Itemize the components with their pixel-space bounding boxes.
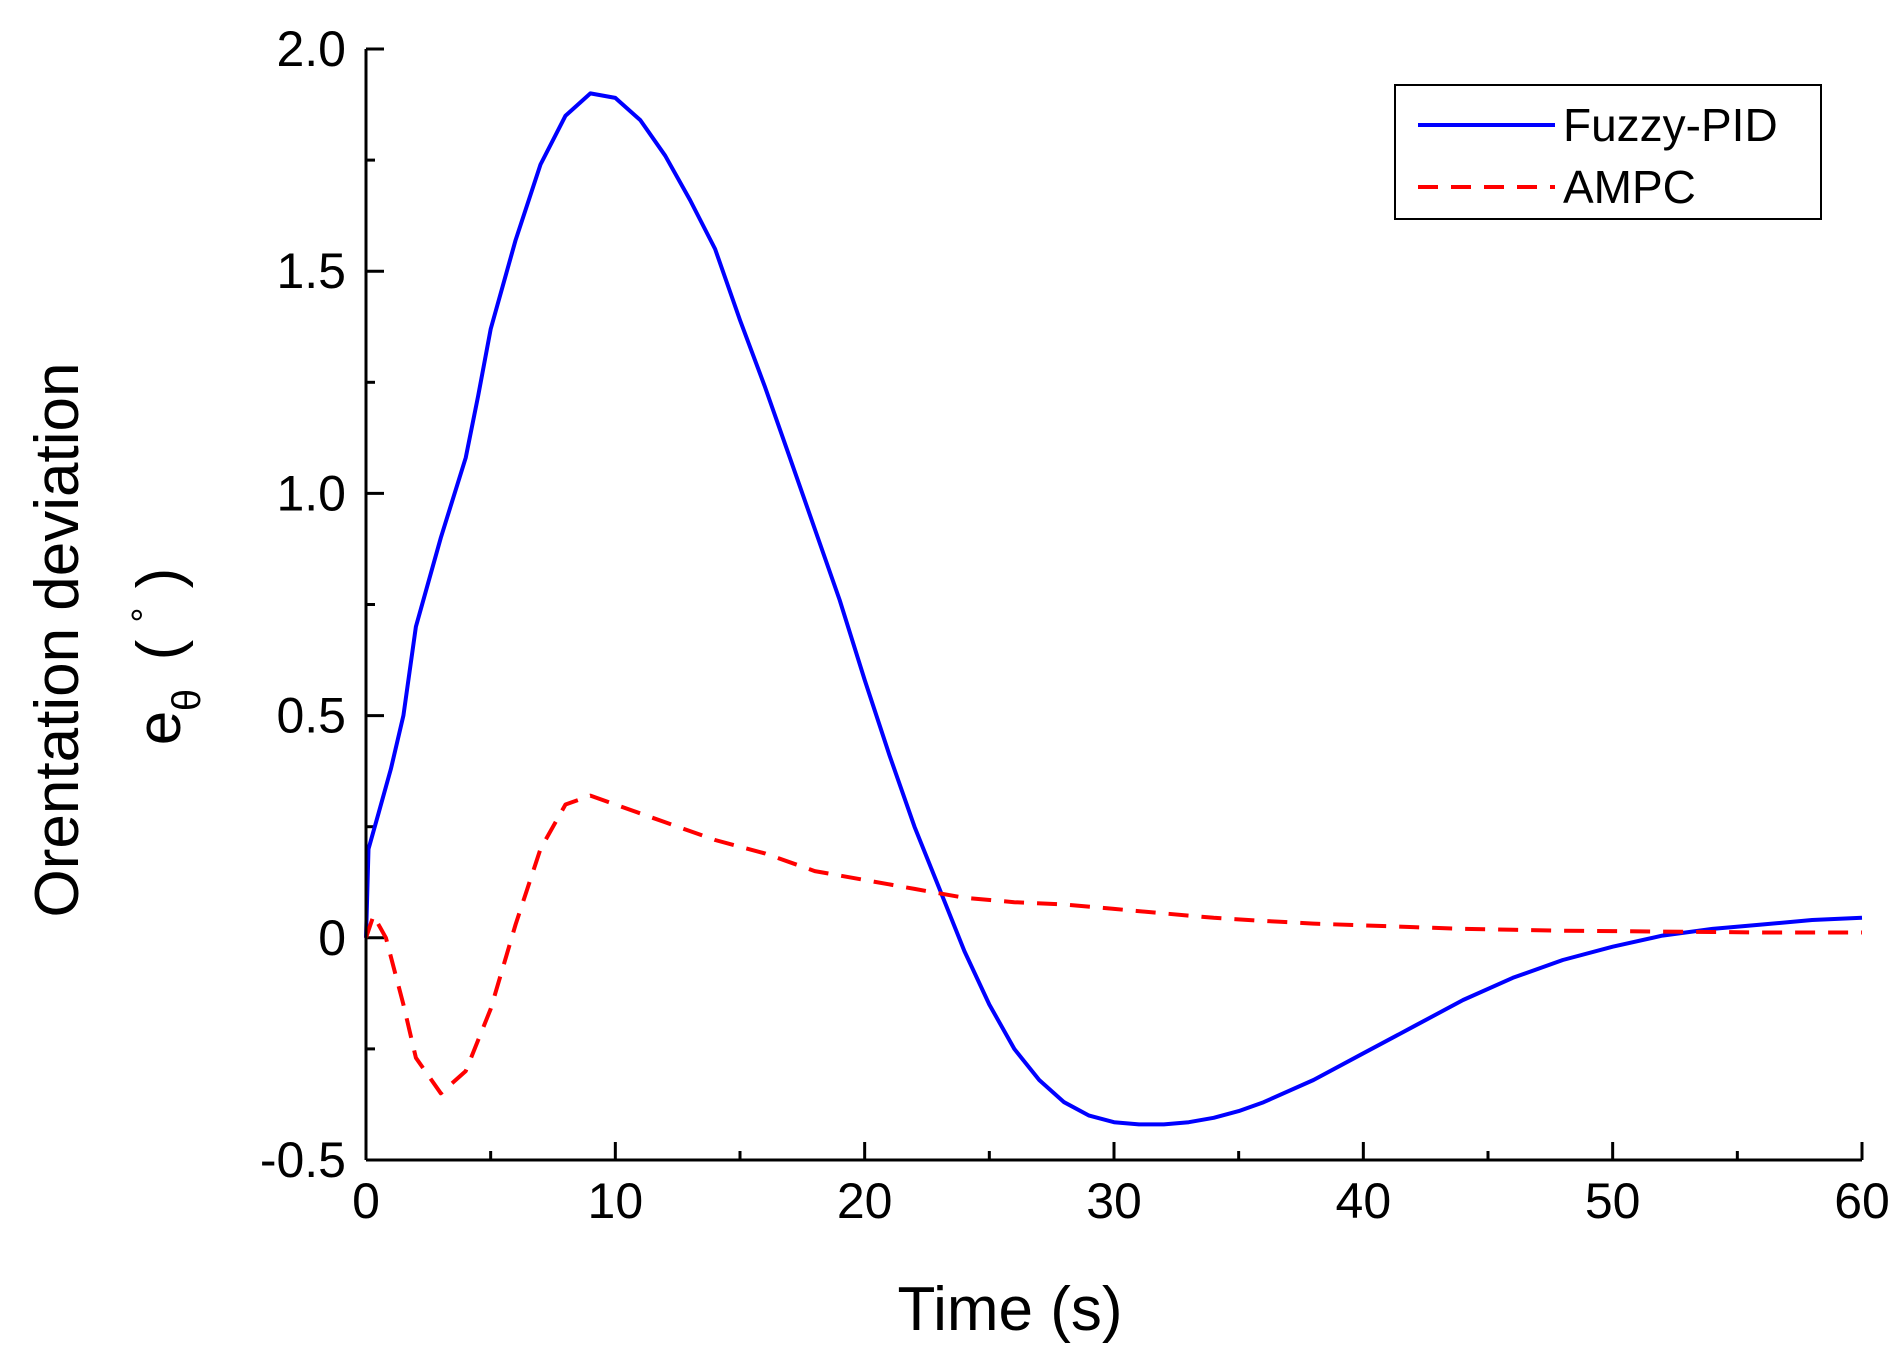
y-tick-label: 2.0 <box>276 21 346 77</box>
y-tick-label: 1.5 <box>276 243 346 299</box>
plot-series <box>364 91 1863 1127</box>
x-tick-label: 50 <box>1585 1173 1641 1229</box>
axes-frame <box>364 49 1862 1162</box>
x-tick-label: 20 <box>837 1173 893 1229</box>
y-axis-degree: ° <box>125 607 167 622</box>
series-line-ampc <box>364 793 1862 1096</box>
x-tick-label: 60 <box>1834 1173 1890 1229</box>
y-axis-paren-close: ) <box>125 568 194 589</box>
legend-label-fuzzy-pid: Fuzzy-PID <box>1563 99 1778 151</box>
y-axis-unit: e θ ( ° ) <box>125 568 209 746</box>
x-tick-label: 0 <box>352 1173 380 1229</box>
x-tick-label: 30 <box>1086 1173 1142 1229</box>
x-axis-title: Time (s) <box>898 1275 1123 1344</box>
y-axis-title: Orentation deviation <box>23 363 92 918</box>
x-tick-label: 40 <box>1336 1173 1392 1229</box>
y-tick-label: -0.5 <box>260 1132 346 1188</box>
y-axis-symbol: e <box>125 711 194 745</box>
y-axis-subscript: θ <box>165 689 209 711</box>
axis-ticks: 0 10 20 30 40 50 60-0.500.51.01.52.0 <box>260 21 1890 1229</box>
legend-label-ampc: AMPC <box>1563 161 1696 213</box>
series-line-fuzzy-pid <box>364 91 1863 1127</box>
y-tick-label: 0 <box>318 910 346 966</box>
y-tick-label: 1.0 <box>276 465 346 521</box>
x-tick-label: 10 <box>588 1173 644 1229</box>
legend: Fuzzy-PID AMPC <box>1394 84 1822 220</box>
legend-box <box>1394 84 1822 220</box>
y-tick-label: 0.5 <box>276 688 346 744</box>
y-axis-paren-open: ( <box>125 639 194 660</box>
